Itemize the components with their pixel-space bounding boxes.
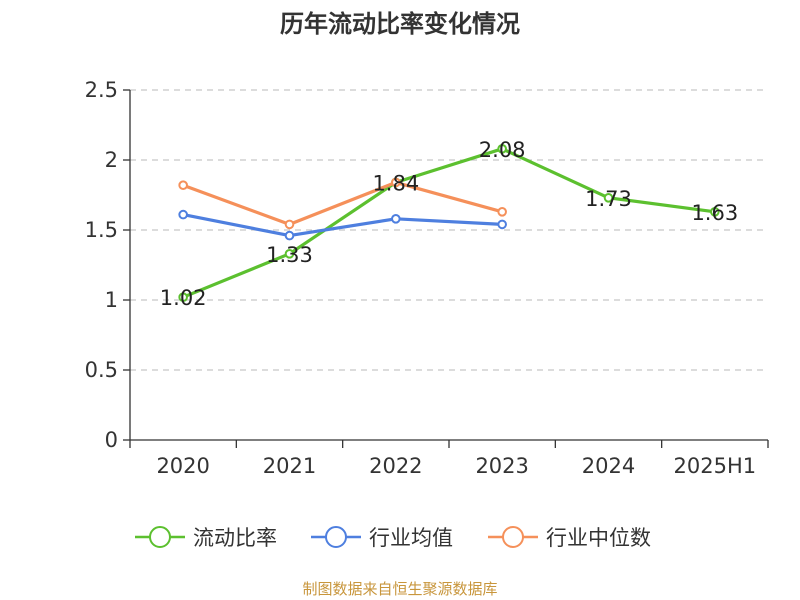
legend-item[interactable]: 流动比率 xyxy=(135,526,277,550)
x-tick-label: 2020 xyxy=(156,454,209,478)
data-point xyxy=(178,209,188,220)
data-point xyxy=(603,193,614,203)
series-line xyxy=(182,213,503,238)
data-point xyxy=(284,219,295,230)
grid xyxy=(130,89,768,371)
data-label: 1.02 xyxy=(160,286,207,310)
source-note: 制图数据来自恒生聚源数据库 xyxy=(302,580,497,598)
data-point xyxy=(497,144,507,154)
legend-marker-icon xyxy=(149,526,171,548)
data-point xyxy=(178,292,188,303)
legend-item[interactable]: 行业中位数 xyxy=(488,526,651,550)
data-label: 1.33 xyxy=(266,243,313,267)
y-tick-label: 0 xyxy=(105,428,118,452)
legend-item[interactable]: 行业均值 xyxy=(311,526,453,550)
legend: 流动比率 行业均值 行业中位数 xyxy=(135,526,651,550)
data-point xyxy=(284,230,295,241)
axes: 0 0.5 1 1.5 2 2.5 2020 2021 2022 2023 2024 2025H1 xyxy=(85,78,769,478)
x-tick-label: 2021 xyxy=(263,454,316,478)
data-label: 1.63 xyxy=(691,201,738,225)
legend-marker-icon xyxy=(325,526,347,548)
legend-label: 流动比率 xyxy=(193,526,277,550)
data-label: 1.84 xyxy=(372,171,419,195)
y-tick-label: 0.5 xyxy=(85,358,118,382)
y-tick-label: 2.5 xyxy=(85,78,118,102)
x-tick-label: 2022 xyxy=(369,454,422,478)
y-tick-label: 1 xyxy=(105,288,118,312)
data-point xyxy=(497,219,507,230)
y-tick-label: 2 xyxy=(105,148,118,172)
data-point xyxy=(497,207,507,217)
data-label: 1.73 xyxy=(585,187,632,211)
series-lines xyxy=(178,144,720,303)
data-point xyxy=(178,180,188,190)
data-point xyxy=(391,177,401,188)
series-line xyxy=(182,180,503,226)
data-point xyxy=(710,207,720,217)
data-labels: 1.02 1.33 1.84 2.08 1.73 1.63 xyxy=(160,138,738,310)
data-label: 2.08 xyxy=(479,138,526,162)
x-tick-label: 2025H1 xyxy=(674,454,757,478)
legend-label: 行业中位数 xyxy=(546,526,651,550)
chart-title: 历年流动比率变化情况 xyxy=(280,10,520,38)
data-point xyxy=(284,249,295,259)
legend-label: 行业均值 xyxy=(369,526,453,550)
x-tick-label: 2024 xyxy=(582,454,635,478)
legend-marker-icon xyxy=(502,526,524,548)
y-tick-label: 1.5 xyxy=(85,218,118,242)
x-tick-label: 2023 xyxy=(475,454,528,478)
series-line xyxy=(182,147,716,299)
data-point xyxy=(391,214,401,224)
